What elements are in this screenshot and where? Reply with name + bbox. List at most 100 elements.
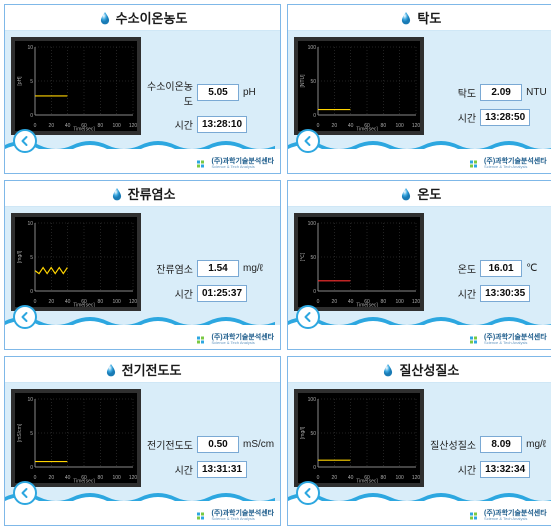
panel-title: 질산성질소 [399,360,459,379]
svg-text:0: 0 [30,465,33,471]
measure-value: 0.50 [197,436,239,453]
svg-text:Time[sec]: Time[sec] [356,479,378,484]
company-logo: (주)과학기술분석센타 Science & Tech Analysis [470,158,547,169]
time-value: 01:25:37 [197,285,247,302]
svg-text:40: 40 [65,123,71,129]
svg-text:0: 0 [34,475,37,481]
svg-text:[pH]: [pH] [17,76,23,86]
title-bar: 질산성질소 [288,357,551,383]
svg-text:100: 100 [308,397,317,403]
title-bar: 수소이온농도 [5,5,280,31]
svg-text:5: 5 [30,79,33,85]
svg-text:50: 50 [311,79,317,85]
company-sub: Science & Tech Analysis [211,165,274,169]
company-logo: (주)과학기술분석센타 Science & Tech Analysis [470,334,547,345]
drop-icon [110,187,124,201]
time-row: 시간 13:30:35 [428,285,547,302]
svg-text:0: 0 [30,289,33,295]
svg-text:20: 20 [332,475,338,481]
svg-text:Time[sec]: Time[sec] [73,303,95,308]
svg-text:10: 10 [27,397,33,403]
svg-text:50: 50 [311,255,317,261]
drop-icon [98,11,112,25]
svg-text:20: 20 [49,299,55,305]
time-value: 13:28:50 [480,109,530,126]
company-logo-icon [197,511,209,521]
svg-text:[mg/l]: [mg/l] [17,250,23,263]
measure-row: 탁도 2.09 NTU [428,84,547,101]
svg-text:5: 5 [30,431,33,437]
svg-text:Time[sec]: Time[sec] [356,127,378,132]
svg-text:80: 80 [381,123,387,129]
svg-text:80: 80 [98,475,104,481]
chart: 020406080100120050100[℃]Time[sec] [298,217,420,307]
measure-label: 잔류염소 [145,261,193,276]
svg-text:80: 80 [98,123,104,129]
svg-text:0: 0 [30,113,33,119]
panel-title: 수소이온농도 [116,8,188,27]
arrow-left-icon [302,135,314,147]
svg-text:40: 40 [65,299,71,305]
measure-unit: mS/cm [243,439,274,450]
arrow-left-icon [302,487,314,499]
svg-text:40: 40 [348,123,354,129]
sensor-panel: 수소이온농도 0204060801001200510[pH]Time[sec] … [4,4,281,174]
company-sub: Science & Tech Analysis [484,517,547,521]
svg-text:0: 0 [313,465,316,471]
measure-value: 1.54 [197,260,239,277]
measure-label: 질산성질소 [428,437,476,452]
svg-text:20: 20 [332,123,338,129]
time-row: 시간 13:28:10 [145,116,274,133]
time-row: 시간 13:32:34 [428,461,547,478]
svg-text:0: 0 [317,475,320,481]
svg-text:40: 40 [348,299,354,305]
svg-text:100: 100 [308,45,317,51]
measure-label: 온도 [428,261,476,276]
back-button[interactable] [13,129,37,153]
svg-text:0: 0 [34,123,37,129]
svg-text:[mg/l]: [mg/l] [300,426,306,439]
svg-text:100: 100 [396,123,405,129]
time-row: 시간 01:25:37 [145,285,274,302]
company-logo: (주)과학기술분석센타 Science & Tech Analysis [197,510,274,521]
company-sub: Science & Tech Analysis [484,341,547,345]
svg-text:Time[sec]: Time[sec] [73,127,95,132]
back-button[interactable] [13,481,37,505]
measure-unit: pH [243,87,256,98]
panel-title: 탁도 [417,8,441,27]
back-button[interactable] [296,481,320,505]
arrow-left-icon [19,487,31,499]
svg-text:100: 100 [396,299,405,305]
back-button[interactable] [296,305,320,329]
svg-text:10: 10 [27,221,33,227]
time-label: 시간 [428,110,476,125]
time-value: 13:31:31 [197,461,247,478]
title-bar: 잔류염소 [5,181,280,207]
arrow-left-icon [19,311,31,323]
svg-text:100: 100 [112,475,121,481]
time-value: 13:28:10 [197,116,247,133]
sensor-panel: 질산성질소 020406080100120050100[mg/l]Time[se… [287,356,551,526]
svg-text:Time[sec]: Time[sec] [73,479,95,484]
measure-unit: mg/ℓ [526,439,546,450]
company-logo-icon [197,335,209,345]
svg-text:80: 80 [381,475,387,481]
svg-text:0: 0 [313,113,316,119]
time-value: 13:30:35 [480,285,530,302]
measure-unit: mg/ℓ [243,263,263,274]
measure-unit: NTU [526,87,547,98]
svg-text:100: 100 [112,299,121,305]
measure-unit: ℃ [526,263,537,274]
drop-icon [104,363,118,377]
company-logo: (주)과학기술분석센타 Science & Tech Analysis [197,334,274,345]
svg-text:[℃]: [℃] [300,252,306,261]
panel-title: 온도 [417,184,441,203]
back-button[interactable] [13,305,37,329]
svg-text:[NTU]: [NTU] [300,74,306,88]
measure-value: 8.09 [480,436,522,453]
company-logo-icon [470,159,482,169]
back-button[interactable] [296,129,320,153]
measure-row: 잔류염소 1.54 mg/ℓ [145,260,274,277]
arrow-left-icon [302,311,314,323]
svg-text:100: 100 [396,475,405,481]
